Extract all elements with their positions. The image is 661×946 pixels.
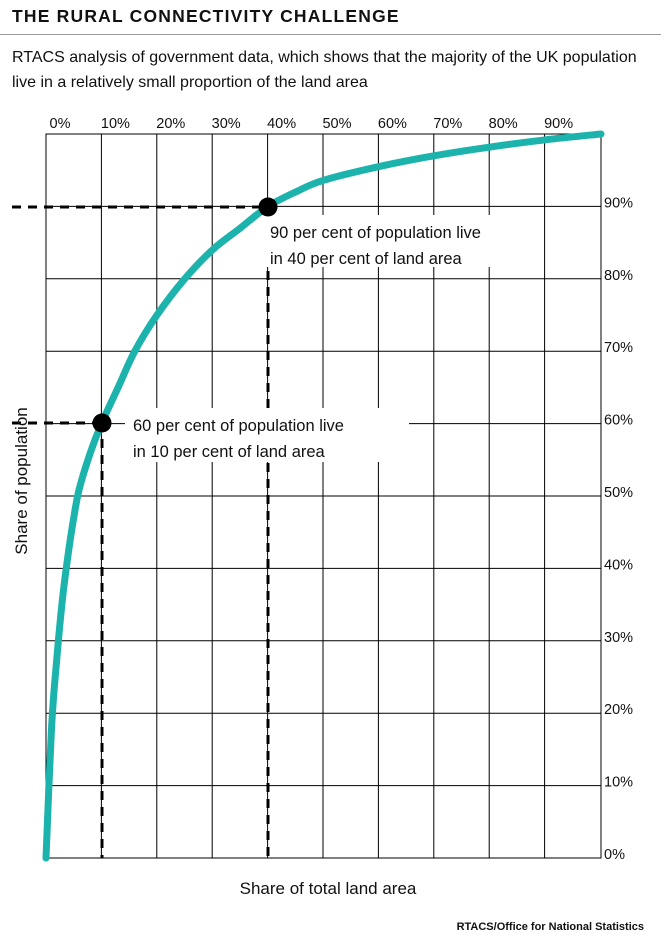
annotation-text: in 40 per cent of land area [270, 250, 463, 268]
annotation-text: in 10 per cent of land area [133, 443, 326, 461]
x-tick-label: 80% [489, 116, 518, 132]
marker-points [92, 197, 278, 433]
annotation-box [262, 215, 542, 267]
x-tick-label: 10% [101, 116, 130, 132]
y-tick-label: 40% [604, 557, 633, 573]
y-tick-label: 30% [604, 630, 633, 646]
y-axis-label: Share of population [12, 407, 31, 554]
y-tick-label: 10% [604, 775, 633, 791]
x-tick-label: 0% [50, 116, 71, 132]
x-axis-label: Share of total land area [240, 879, 417, 898]
x-tick-label: 50% [322, 116, 351, 132]
x-tick-label: 90% [544, 116, 573, 132]
y-tick-label: 60% [604, 413, 633, 429]
y-tick-label: 90% [604, 195, 633, 211]
y-tick-label: 70% [604, 340, 633, 356]
chart-title: THE RURAL CONNECTIVITY CHALLENGE [12, 6, 400, 26]
x-tick-label: 20% [156, 116, 185, 132]
population-curve [42, 130, 605, 862]
x-tick-label: 30% [212, 116, 241, 132]
annotation-box [125, 408, 409, 462]
annotation-text: 90 per cent of population live [270, 224, 481, 242]
reference-lines [12, 205, 270, 858]
y-tick-labels: 0% 10% 20% 30% 40% 50% 60% 70% 80% 90% [604, 195, 633, 863]
x-tick-label: 70% [433, 116, 462, 132]
y-tick-label: 50% [604, 485, 633, 501]
y-tick-label: 20% [604, 702, 633, 718]
x-tick-label: 60% [378, 116, 407, 132]
x-tick-labels: 0% 10% 20% 30% 40% 50% 60% 70% 80% 90% [50, 116, 574, 132]
source-note: RTACS/Office for National Statistics [456, 921, 644, 933]
x-tick-label: 40% [267, 116, 296, 132]
annotation-text: 60 per cent of population live [133, 417, 344, 435]
y-tick-label: 80% [604, 268, 633, 284]
y-tick-label: 0% [604, 847, 625, 863]
chart-subtitle: RTACS analysis of government data, which… [12, 49, 637, 91]
data-point-marker [92, 413, 112, 433]
title-divider [0, 34, 661, 35]
annotation-boxes: 60 per cent of population live in 10 per … [125, 215, 542, 462]
data-point-marker [258, 197, 278, 217]
